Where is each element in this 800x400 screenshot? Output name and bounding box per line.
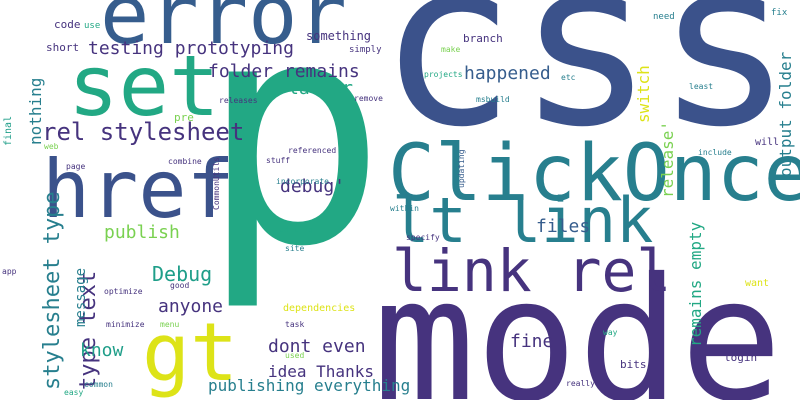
cloud-word-set: set (68, 37, 220, 135)
cloud-word-stylesheet-type: stylesheet type (40, 191, 65, 390)
cloud-word-nothing: nothing (26, 77, 45, 145)
cloud-word-want: want (745, 278, 770, 289)
cloud-word-msbuild: msbuild (476, 95, 510, 104)
cloud-word-folder-remains: folder remains (208, 61, 360, 82)
cloud-word-within: within (390, 204, 419, 213)
cloud-word-way: way (603, 328, 618, 337)
cloud-word-rel-stylesheet: rel stylesheet (42, 118, 245, 146)
cloud-word-know: know (80, 340, 124, 361)
cloud-word-releases: releases (219, 96, 258, 105)
cloud-word-least: least (689, 82, 714, 91)
cloud-word-optimize: optimize (104, 287, 143, 296)
cloud-word-debug: Debug (152, 262, 213, 286)
cloud-word-easy: easy (64, 388, 84, 397)
cloud-word-latter: latter (288, 78, 354, 99)
cloud-word-happened: happened (464, 63, 551, 84)
cloud-word-task: task (285, 320, 305, 329)
cloud-word-stuff: stuff (266, 156, 291, 165)
cloud-word-dependencies: dependencies (283, 303, 356, 314)
cloud-word-testing-prototyping: testing prototyping (88, 38, 294, 59)
cloud-word-really: really (566, 379, 595, 388)
cloud-word-css: css (378, 0, 794, 178)
cloud-word-code: code (54, 18, 81, 31)
cloud-word-referenced: referenced (288, 146, 337, 155)
cloud-word-href: href (42, 143, 235, 236)
cloud-word-simply: simply (349, 45, 382, 55)
cloud-word-fine: fine (510, 331, 554, 352)
cloud-word-publishing-everything: publishing everything (208, 376, 411, 395)
cloud-word-page: page (66, 162, 86, 171)
cloud-word-web: web (44, 142, 59, 151)
cloud-word-release: release' (658, 120, 677, 198)
cloud-word-remove: remove (354, 94, 383, 103)
cloud-word-pre: pre (174, 111, 194, 124)
cloud-word-link-rel: link rel (392, 237, 672, 305)
cloud-word-mode: mode (373, 242, 783, 400)
cloud-word-idea-thanks: idea Thanks (268, 362, 374, 381)
cloud-word-lt-link: lt link (392, 184, 654, 257)
cloud-word-clickonce: ClickOnce (388, 129, 800, 219)
cloud-word-specify: specify (406, 233, 440, 242)
cloud-word-will: will (755, 137, 780, 148)
cloud-word-fix: fix (771, 8, 788, 18)
cloud-word-make: make (441, 45, 461, 54)
cloud-word-commonutils: CommonUtils (212, 157, 221, 210)
cloud-word-app: app (2, 267, 17, 276)
cloud-word-output-folder: output folder (776, 51, 795, 177)
cloud-word-debug: debug' (280, 176, 346, 197)
cloud-word-need: need (653, 12, 675, 22)
cloud-word-gt: gt (142, 306, 239, 399)
cloud-word-anyone: anyone (158, 296, 224, 317)
cloud-word-use: use (84, 21, 101, 31)
cloud-word-good: good (170, 281, 190, 290)
cloud-word-dont-even: dont even (268, 336, 366, 357)
cloud-word-files: files (536, 216, 591, 237)
cloud-word-common: common (84, 380, 113, 389)
cloud-word-something: something (306, 29, 372, 43)
cloud-word-remains-empty: remains empty (686, 221, 705, 347)
cloud-word-final: final (3, 115, 14, 146)
cloud-word-combine: combine (168, 157, 202, 166)
cloud-word-site: site (285, 244, 305, 253)
cloud-word-menu: menu (160, 320, 180, 329)
cloud-word-updating: updating (457, 149, 466, 188)
cloud-word-editing: editing (279, 225, 313, 234)
cloud-word-projects: projects (424, 70, 463, 79)
cloud-word-incorporate: incorporate (276, 177, 329, 186)
cloud-word-publish: publish (104, 222, 180, 243)
cloud-word-login: login (724, 351, 758, 364)
cloud-word-etc: etc (561, 73, 576, 82)
cloud-word-used: used (285, 351, 305, 360)
cloud-word-message: message (73, 267, 89, 327)
cloud-word-p: p (200, 0, 387, 315)
cloud-word-short: short (46, 41, 80, 54)
cloud-word-branch: branch (463, 32, 503, 45)
cloud-word-error: error (100, 0, 347, 63)
cloud-word-minimize: minimize (106, 320, 145, 329)
cloud-word-include: include (698, 148, 732, 157)
cloud-word-bits: bits (620, 358, 647, 371)
cloud-word-switch: switch (634, 65, 653, 123)
